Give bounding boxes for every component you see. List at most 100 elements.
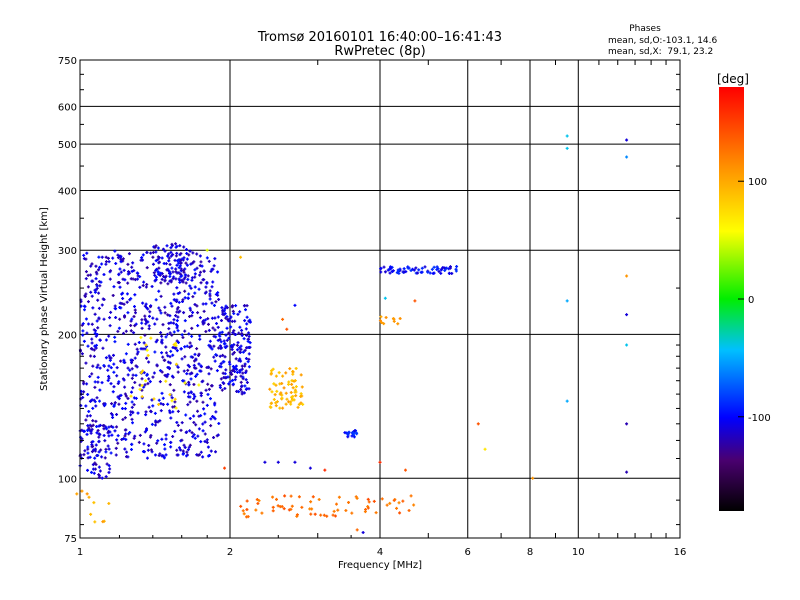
data-point — [171, 270, 175, 274]
data-point — [123, 428, 127, 432]
data-point — [94, 404, 98, 408]
data-point — [625, 274, 629, 278]
data-point — [129, 410, 133, 414]
data-point — [245, 315, 249, 319]
data-point — [171, 353, 175, 357]
data-point — [244, 333, 248, 337]
data-point — [171, 405, 175, 409]
data-point — [145, 373, 149, 377]
data-point — [274, 401, 278, 405]
data-point — [164, 351, 168, 355]
data-point — [205, 438, 209, 442]
data-point — [183, 289, 187, 293]
data-point — [188, 341, 192, 345]
data-point — [182, 390, 186, 394]
data-point — [111, 390, 115, 394]
data-point — [199, 260, 203, 264]
data-point — [275, 497, 278, 501]
data-point — [285, 397, 289, 401]
data-point — [133, 356, 137, 360]
data-point — [205, 403, 209, 407]
data-point — [189, 344, 193, 348]
data-point — [98, 284, 102, 288]
data-point — [197, 352, 201, 356]
data-point — [355, 432, 359, 436]
data-point — [271, 505, 275, 509]
data-point — [112, 385, 116, 389]
data-point — [103, 403, 107, 407]
data-point — [107, 470, 111, 474]
data-point — [364, 508, 368, 512]
data-point — [107, 425, 111, 429]
data-point — [90, 470, 94, 474]
data-point — [174, 242, 178, 246]
data-point — [217, 332, 221, 336]
data-point — [276, 460, 280, 464]
data-point — [428, 271, 432, 275]
data-point — [409, 268, 413, 272]
data-point — [232, 332, 236, 336]
data-point — [169, 349, 173, 353]
data-point — [172, 298, 176, 302]
data-point — [174, 254, 178, 258]
data-point — [201, 422, 205, 426]
data-point — [138, 433, 142, 437]
data-point — [218, 338, 222, 342]
data-point — [195, 372, 199, 376]
data-point — [293, 460, 297, 464]
data-point — [94, 277, 98, 281]
data-point — [230, 305, 234, 309]
data-point — [130, 317, 134, 321]
data-point — [149, 434, 153, 438]
data-point — [145, 266, 149, 270]
data-point — [188, 443, 192, 447]
data-point — [311, 495, 315, 499]
data-point — [293, 303, 297, 307]
data-point — [206, 322, 210, 326]
data-point — [291, 398, 295, 402]
data-point — [413, 299, 417, 303]
data-point — [129, 358, 133, 362]
data-point — [153, 350, 157, 354]
data-point — [171, 375, 175, 379]
data-point — [227, 331, 231, 335]
data-point — [246, 360, 250, 364]
data-point — [248, 341, 252, 345]
data-point — [83, 308, 87, 312]
data-point — [423, 265, 427, 269]
data-point — [148, 380, 152, 384]
data-point — [114, 453, 118, 457]
data-point — [216, 270, 220, 274]
data-point — [184, 431, 188, 435]
data-point — [242, 512, 246, 516]
data-point — [152, 271, 156, 275]
data-point — [192, 433, 196, 437]
data-point — [151, 262, 155, 266]
data-point — [186, 448, 190, 452]
data-point — [149, 448, 153, 452]
data-point — [205, 248, 209, 252]
data-point — [160, 340, 164, 344]
data-point — [205, 256, 209, 260]
data-point — [169, 280, 173, 284]
data-point — [188, 284, 192, 288]
data-point — [102, 423, 106, 427]
data-point — [230, 345, 234, 349]
data-point — [171, 277, 175, 281]
data-point — [197, 287, 201, 291]
data-point — [137, 440, 141, 444]
data-point — [170, 396, 174, 400]
data-point — [284, 371, 288, 375]
data-point — [333, 514, 337, 518]
data-point — [91, 306, 95, 310]
data-point — [159, 311, 163, 315]
data-point — [201, 319, 205, 323]
data-point — [140, 256, 144, 260]
data-point — [90, 398, 94, 402]
data-point — [225, 306, 229, 310]
colorbar-label: [deg] — [717, 72, 749, 86]
data-point — [126, 272, 130, 276]
data-point — [280, 505, 284, 509]
data-point — [126, 396, 130, 400]
data-point — [146, 307, 150, 311]
